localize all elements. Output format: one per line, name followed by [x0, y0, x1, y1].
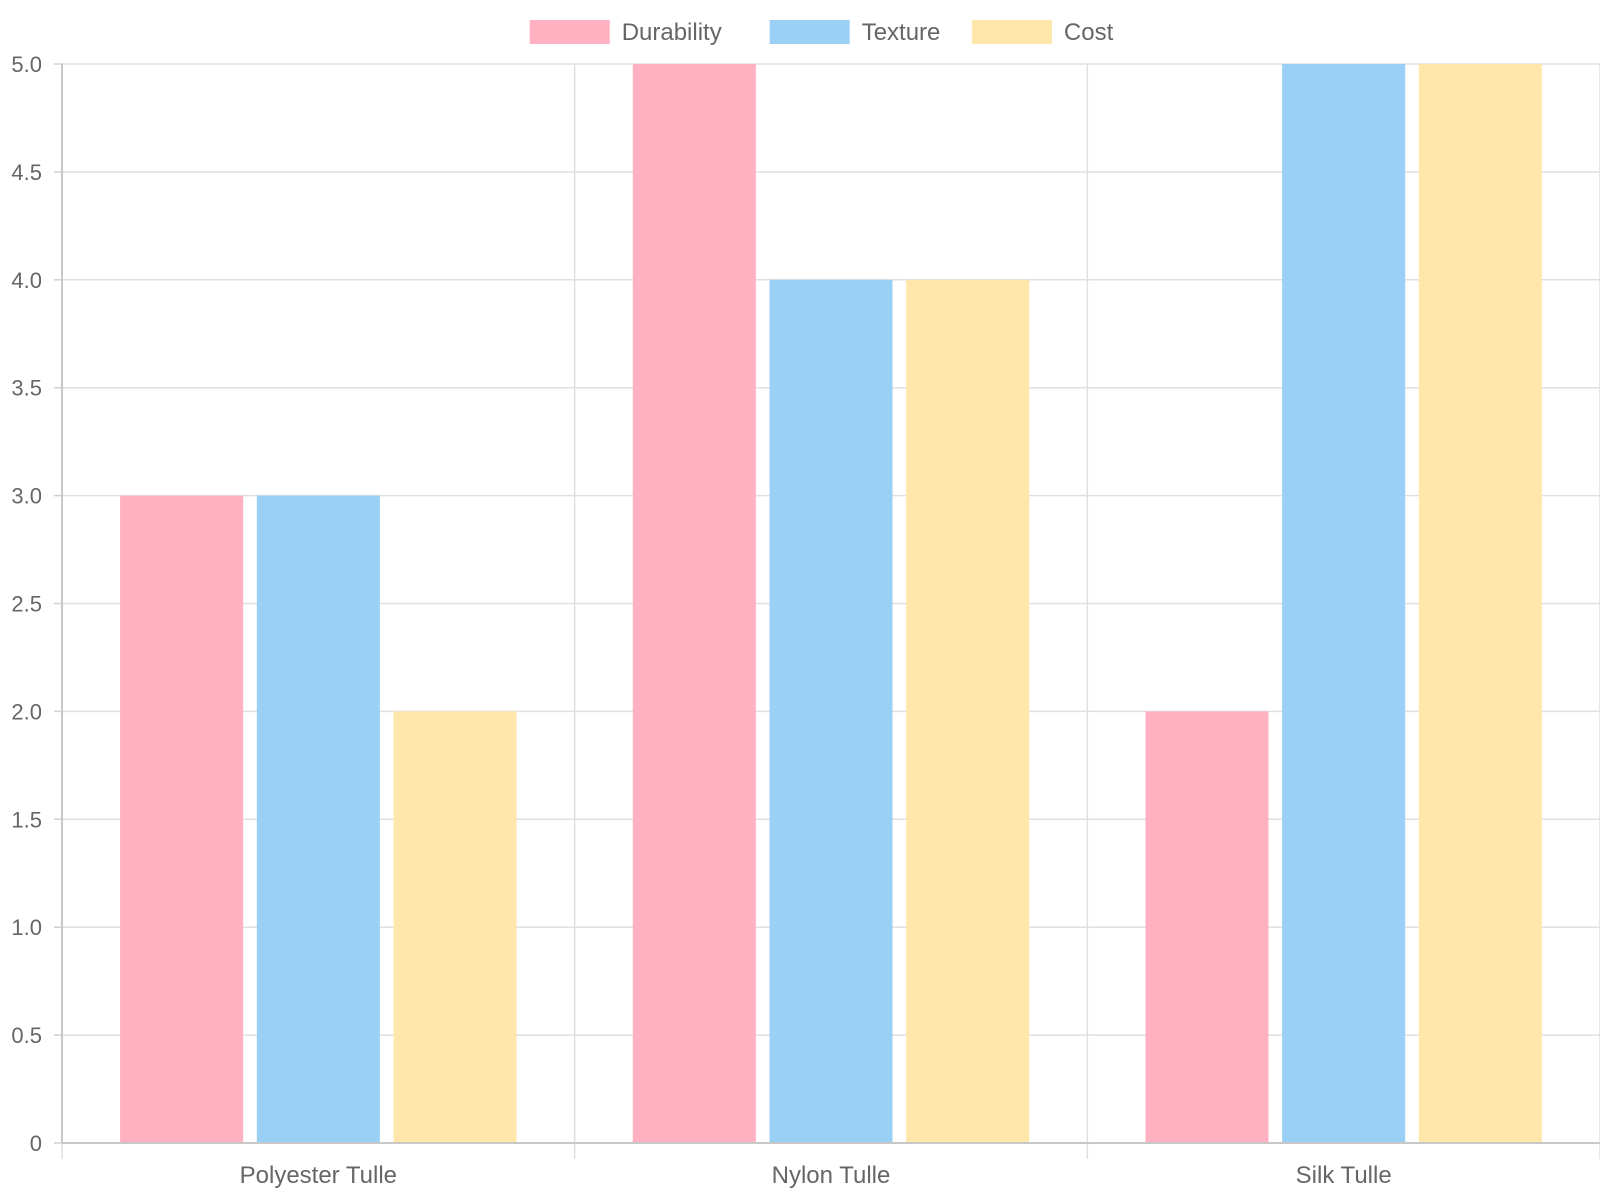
legend-swatch-texture [769, 20, 850, 44]
y-tick-label: 0 [30, 1131, 42, 1156]
x-axis-ticks: Polyester Tulle Nylon Tulle Silk Tulle [240, 1162, 1392, 1189]
y-axis-ticks: 0 0.5 1.0 1.5 2.0 2.5 3.0 3.5 4.0 4.5 5.0 [11, 52, 42, 1156]
legend-swatch-cost [971, 20, 1052, 44]
y-tick-label: 0.5 [11, 1023, 42, 1048]
y-tick-label: 3.0 [11, 484, 42, 509]
legend-label-texture: Texture [862, 19, 941, 46]
bar-cost-polyester-tulle [393, 711, 517, 1143]
legend: Durability Texture Cost [529, 19, 1114, 46]
y-tick-label: 3.5 [11, 376, 42, 401]
y-tick-label: 4.5 [11, 160, 42, 185]
axes [61, 64, 1600, 1144]
bar-cost-nylon-tulle [906, 279, 1030, 1143]
legend-label-durability: Durability [622, 19, 722, 46]
y-tick-label: 5.0 [11, 52, 42, 77]
y-tick-label: 2.0 [11, 699, 42, 724]
legend-item-cost[interactable]: Cost [971, 19, 1114, 46]
bar-durability-polyester-tulle [120, 495, 244, 1144]
legend-label-cost: Cost [1064, 19, 1114, 46]
x-tick-label: Nylon Tulle [772, 1162, 891, 1189]
bar-texture-nylon-tulle [769, 279, 893, 1143]
y-tick-label: 1.5 [11, 807, 42, 832]
legend-item-texture[interactable]: Texture [769, 19, 941, 46]
y-tick-label: 1.0 [11, 915, 42, 940]
bar-texture-polyester-tulle [256, 495, 380, 1144]
x-tick-label: Silk Tulle [1296, 1162, 1392, 1189]
y-tick-label: 4.0 [11, 268, 42, 293]
bars-group [120, 64, 1542, 1144]
x-tick-label: Polyester Tulle [240, 1162, 397, 1189]
bar-cost-silk-tulle [1418, 64, 1542, 1143]
legend-swatch-durability [529, 20, 610, 44]
bar-durability-silk-tulle [1145, 711, 1269, 1143]
bar-texture-silk-tulle [1282, 64, 1406, 1143]
legend-item-durability[interactable]: Durability [529, 19, 722, 46]
y-tick-label: 2.5 [11, 592, 42, 617]
bar-durability-nylon-tulle [632, 64, 756, 1143]
